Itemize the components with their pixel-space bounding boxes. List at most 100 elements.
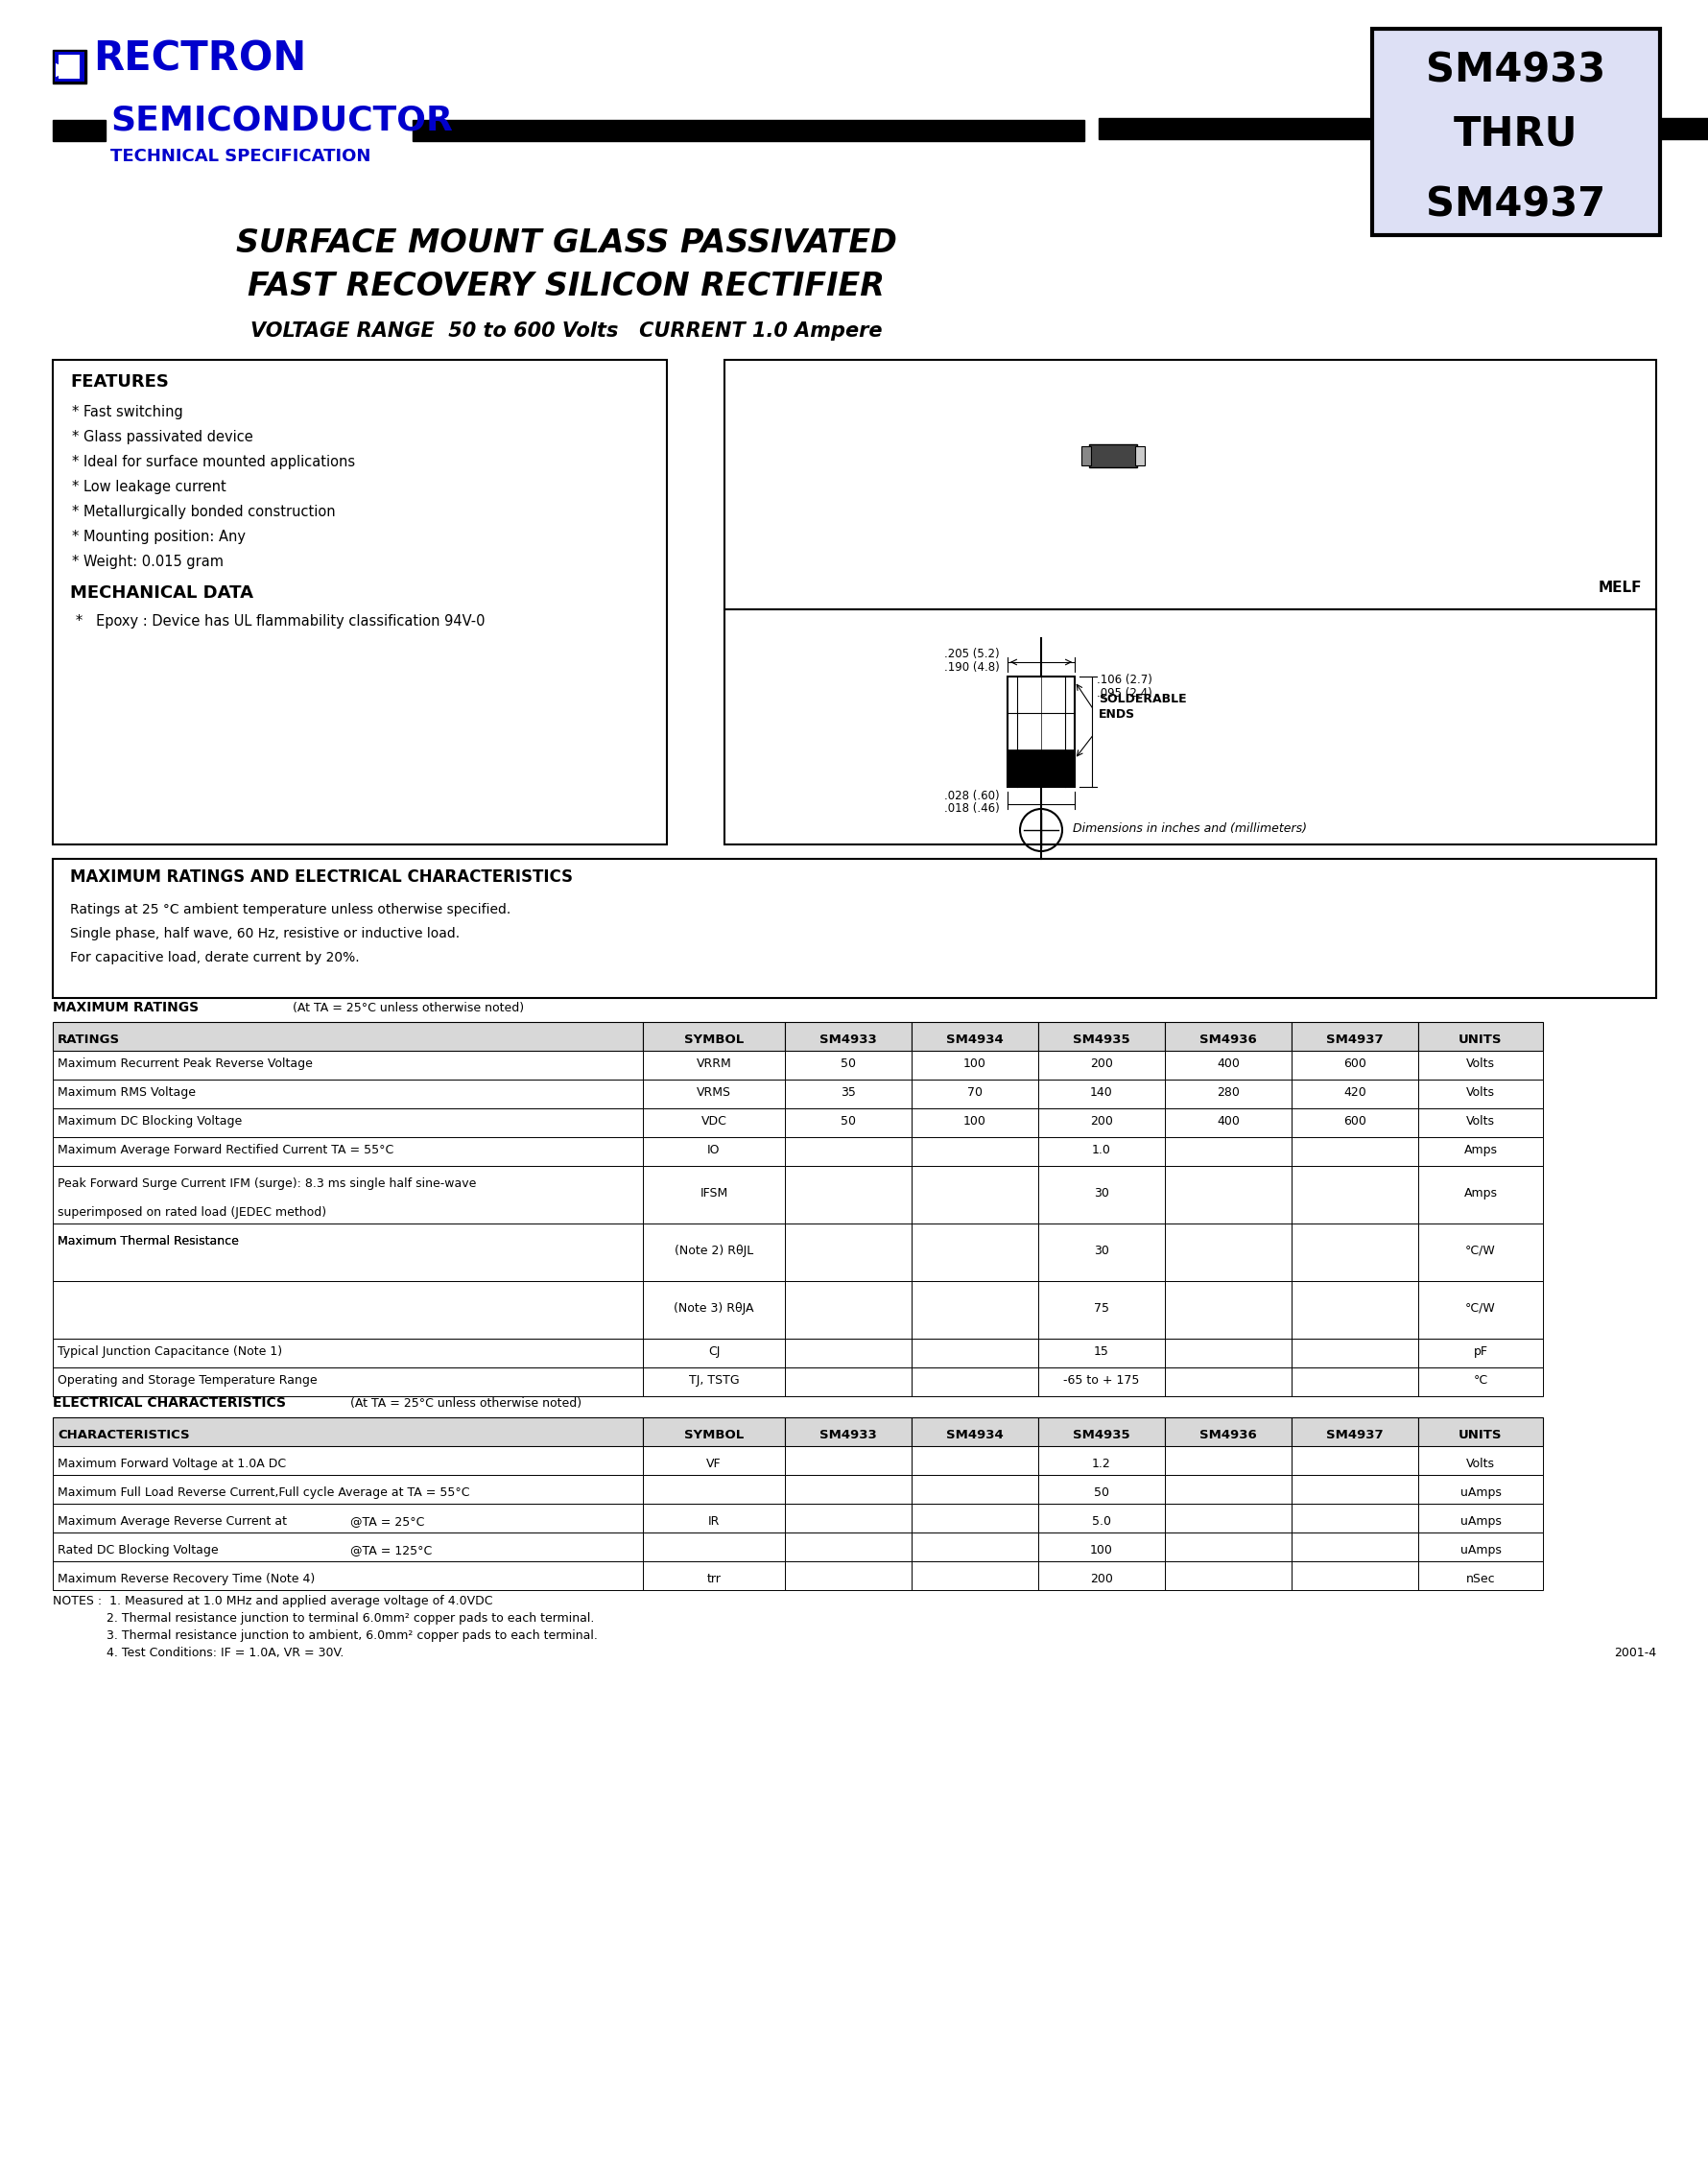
- Bar: [55, 52, 84, 82]
- Text: Volts: Volts: [1465, 1457, 1494, 1470]
- Text: Maximum Average Forward Rectified Current TA = 55°C: Maximum Average Forward Rectified Curren…: [58, 1144, 393, 1157]
- Bar: [53, 50, 87, 84]
- Bar: [1038, 1165, 1165, 1224]
- Text: .028 (.60): .028 (.60): [945, 789, 999, 802]
- Bar: [642, 1282, 784, 1338]
- Bar: [642, 1561, 784, 1589]
- Bar: [1165, 1079, 1291, 1109]
- Text: SM4936: SM4936: [1199, 1429, 1255, 1442]
- Text: 200: 200: [1090, 1057, 1112, 1070]
- Text: °C/W: °C/W: [1464, 1245, 1494, 1256]
- Text: Maximum Full Load Reverse Current,Full cycle Average at TA = 55°C: Maximum Full Load Reverse Current,Full c…: [58, 1487, 470, 1498]
- Bar: [1038, 1505, 1165, 1533]
- Bar: [1418, 1137, 1542, 1165]
- Text: 420: 420: [1342, 1085, 1365, 1098]
- Bar: [910, 1224, 1038, 1282]
- Bar: [642, 1051, 784, 1079]
- Bar: [1291, 1446, 1418, 1474]
- Text: SYMBOL: SYMBOL: [683, 1429, 743, 1442]
- Bar: [53, 1224, 642, 1282]
- Text: FEATURES: FEATURES: [70, 374, 169, 391]
- Bar: [642, 1165, 784, 1224]
- Bar: [784, 1505, 910, 1533]
- Text: uAmps: uAmps: [1459, 1544, 1500, 1557]
- Text: * Ideal for surface mounted applications: * Ideal for surface mounted applications: [72, 454, 355, 469]
- Text: 400: 400: [1216, 1116, 1238, 1129]
- Text: Maximum Average Reverse Current at: Maximum Average Reverse Current at: [58, 1516, 287, 1529]
- Bar: [1291, 1224, 1418, 1282]
- Text: .205 (5.2): .205 (5.2): [945, 649, 999, 659]
- Text: FAST RECOVERY SILICON RECTIFIER: FAST RECOVERY SILICON RECTIFIER: [248, 270, 885, 303]
- Text: VRMS: VRMS: [697, 1085, 731, 1098]
- Bar: [1098, 119, 1368, 138]
- Bar: [1081, 445, 1090, 465]
- Bar: [53, 1446, 642, 1474]
- Bar: [53, 858, 1655, 999]
- Bar: [1008, 750, 1074, 787]
- Bar: [1291, 1533, 1418, 1561]
- Bar: [1291, 1137, 1418, 1165]
- Bar: [53, 1533, 642, 1561]
- Text: 70: 70: [967, 1085, 982, 1098]
- Bar: [1658, 119, 1708, 138]
- Text: 30: 30: [1093, 1245, 1108, 1256]
- Text: MAXIMUM RATINGS AND ELECTRICAL CHARACTERISTICS: MAXIMUM RATINGS AND ELECTRICAL CHARACTER…: [70, 869, 572, 886]
- Text: 400: 400: [1216, 1057, 1238, 1070]
- Text: Operating and Storage Temperature Range: Operating and Storage Temperature Range: [58, 1375, 318, 1386]
- Bar: [1165, 1109, 1291, 1137]
- Bar: [1418, 1079, 1542, 1109]
- Bar: [53, 1023, 642, 1051]
- Text: 30: 30: [1093, 1187, 1108, 1200]
- Bar: [784, 1561, 910, 1589]
- Bar: [910, 1418, 1038, 1446]
- Text: SM4936: SM4936: [1199, 1033, 1255, 1046]
- Text: Maximum DC Blocking Voltage: Maximum DC Blocking Voltage: [58, 1116, 243, 1129]
- Text: 100: 100: [963, 1116, 986, 1129]
- Bar: [1165, 1224, 1291, 1282]
- Text: Peak Forward Surge Current IFM (surge): 8.3 ms single half sine-wave: Peak Forward Surge Current IFM (surge): …: [58, 1178, 477, 1189]
- Bar: [784, 1446, 910, 1474]
- Bar: [53, 1505, 642, 1533]
- Bar: [1038, 1023, 1165, 1051]
- Text: Dimensions in inches and (millimeters): Dimensions in inches and (millimeters): [1073, 822, 1307, 835]
- Text: Single phase, half wave, 60 Hz, resistive or inductive load.: Single phase, half wave, 60 Hz, resistiv…: [70, 927, 459, 940]
- Bar: [412, 119, 1083, 141]
- Bar: [910, 1023, 1038, 1051]
- Text: CJ: CJ: [707, 1345, 719, 1358]
- Bar: [1038, 1079, 1165, 1109]
- Bar: [1165, 1446, 1291, 1474]
- Text: °C: °C: [1472, 1375, 1488, 1386]
- Text: * Low leakage current: * Low leakage current: [72, 480, 225, 495]
- Bar: [1165, 1418, 1291, 1446]
- Text: Maximum Reverse Recovery Time (Note 4): Maximum Reverse Recovery Time (Note 4): [58, 1572, 314, 1585]
- Bar: [784, 1282, 910, 1338]
- Text: ELECTRICAL CHARACTERISTICS: ELECTRICAL CHARACTERISTICS: [53, 1397, 285, 1410]
- Bar: [1291, 1109, 1418, 1137]
- Bar: [53, 1165, 642, 1224]
- Bar: [642, 1109, 784, 1137]
- Text: RECTRON: RECTRON: [92, 39, 306, 78]
- Text: 2. Thermal resistance junction to terminal 6.0mm² copper pads to each terminal.: 2. Thermal resistance junction to termin…: [53, 1613, 594, 1624]
- Text: pF: pF: [1472, 1345, 1488, 1358]
- Bar: [1038, 1109, 1165, 1137]
- Bar: [1372, 28, 1658, 236]
- Bar: [1038, 1474, 1165, 1505]
- Bar: [53, 1418, 642, 1446]
- Bar: [910, 1505, 1038, 1533]
- Text: trr: trr: [707, 1572, 721, 1585]
- Bar: [1165, 1023, 1291, 1051]
- Bar: [910, 1282, 1038, 1338]
- Bar: [1418, 1282, 1542, 1338]
- Text: uAmps: uAmps: [1459, 1487, 1500, 1498]
- Text: (Note 3) RθJA: (Note 3) RθJA: [673, 1302, 753, 1314]
- Bar: [1418, 1561, 1542, 1589]
- Text: * Glass passivated device: * Glass passivated device: [72, 430, 253, 445]
- Text: MAXIMUM RATINGS: MAXIMUM RATINGS: [53, 1001, 198, 1014]
- Text: * Metallurgically bonded construction: * Metallurgically bonded construction: [72, 504, 335, 519]
- Text: SM4934: SM4934: [946, 1033, 1003, 1046]
- Text: Maximum RMS Voltage: Maximum RMS Voltage: [58, 1085, 196, 1098]
- Bar: [1038, 1418, 1165, 1446]
- Bar: [1038, 1366, 1165, 1397]
- Text: @TA = 125°C: @TA = 125°C: [350, 1544, 432, 1557]
- Bar: [642, 1079, 784, 1109]
